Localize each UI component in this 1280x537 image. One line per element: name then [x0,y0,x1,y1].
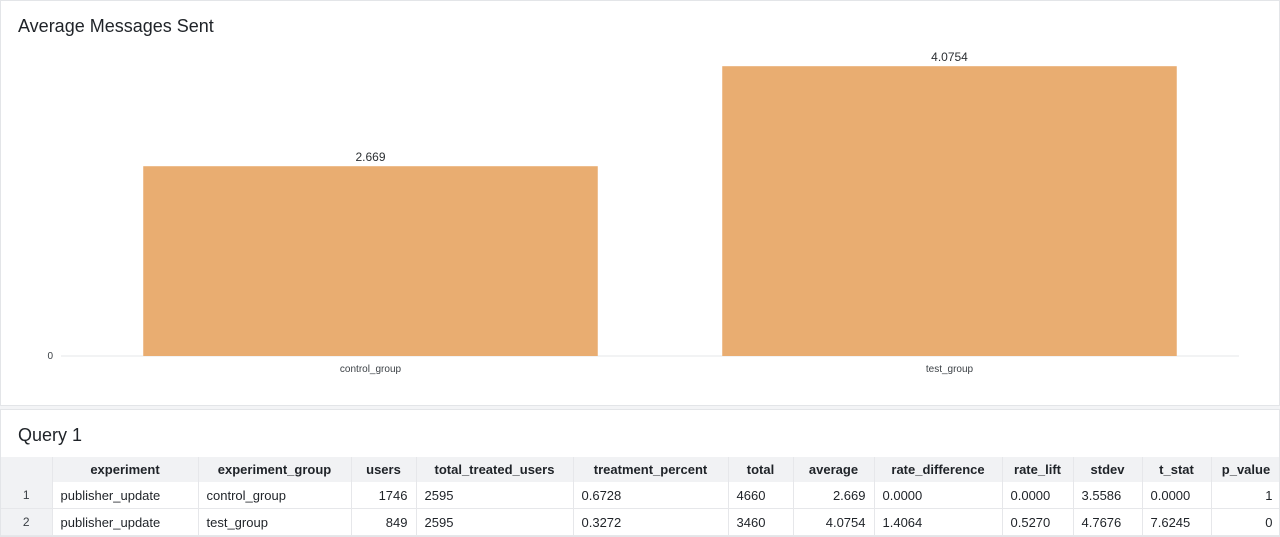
cell-total-treated-users: 2595 [416,508,574,536]
cell-total-treated-users: 2595 [416,482,574,509]
y-tick-label: 0 [47,351,53,362]
cell-stdev: 4.7676 [1073,508,1143,536]
cell-experiment-group: test_group [198,508,352,536]
column-header-experiment-group[interactable]: experiment_group [198,457,352,482]
cell-p-value: 0 [1211,508,1279,536]
chart-panel: 2.669 control_group 4.0754 test_group 0 Ave… [0,0,1280,406]
cell-rate-lift: 0.0000 [1002,482,1074,509]
table-row: 2 publisher_update test_group 849 2595 0… [1,508,1279,536]
row-number: 2 [1,508,53,536]
column-header-users[interactable]: users [351,457,417,482]
cell-t-stat: 7.6245 [1142,508,1212,536]
cell-rate-lift: 0.5270 [1002,508,1074,536]
chart-title: Average Messages Sent [18,16,214,36]
cell-average: 4.0754 [793,508,875,536]
x-tick-label: control_group [340,364,402,375]
row-number-header [1,457,53,482]
results-table: experiment experiment_group users total_… [1,457,1279,536]
bar-chart: 2.669 control_group 4.0754 test_group 0 [47,50,1239,375]
column-header-experiment[interactable]: experiment [52,457,199,482]
cell-treatment-percent: 0.3272 [573,508,729,536]
cell-experiment: publisher_update [52,508,199,536]
cell-rate-difference: 0.0000 [874,482,1003,509]
cell-t-stat: 0.0000 [1142,482,1212,509]
table-panel: Query 1 experiment experiment_group user… [0,409,1280,537]
cell-users: 1746 [351,482,417,509]
cell-experiment: publisher_update [52,482,199,509]
table-title: Query 1 [18,425,83,445]
column-header-t-stat[interactable]: t_stat [1142,457,1212,482]
table-row: 1 publisher_update control_group 1746 25… [1,482,1279,509]
column-header-average[interactable]: average [793,457,875,482]
cell-total: 4660 [728,482,794,509]
cell-experiment-group: control_group [198,482,352,509]
cell-stdev: 3.5586 [1073,482,1143,509]
cell-total: 3460 [728,508,794,536]
column-header-stdev[interactable]: stdev [1073,457,1143,482]
cell-users: 849 [351,508,417,536]
bar-value-label: 4.0754 [931,50,968,64]
column-header-rate-difference[interactable]: rate_difference [874,457,1003,482]
bar-test-group[interactable] [722,66,1177,356]
cell-p-value: 1 [1211,482,1279,509]
column-header-total[interactable]: total [728,457,794,482]
cell-treatment-percent: 0.6728 [573,482,729,509]
column-header-rate-lift[interactable]: rate_lift [1002,457,1074,482]
cell-rate-difference: 1.4064 [874,508,1003,536]
bar-value-label: 2.669 [355,150,385,164]
column-header-total-treated-users[interactable]: total_treated_users [416,457,574,482]
column-header-p-value[interactable]: p_value [1211,457,1279,482]
row-number: 1 [1,482,53,509]
table-header-row: experiment experiment_group users total_… [1,457,1279,482]
column-header-treatment-percent[interactable]: treatment_percent [573,457,729,482]
cell-average: 2.669 [793,482,875,509]
x-tick-label: test_group [926,364,974,375]
bar-control-group[interactable] [143,166,598,356]
